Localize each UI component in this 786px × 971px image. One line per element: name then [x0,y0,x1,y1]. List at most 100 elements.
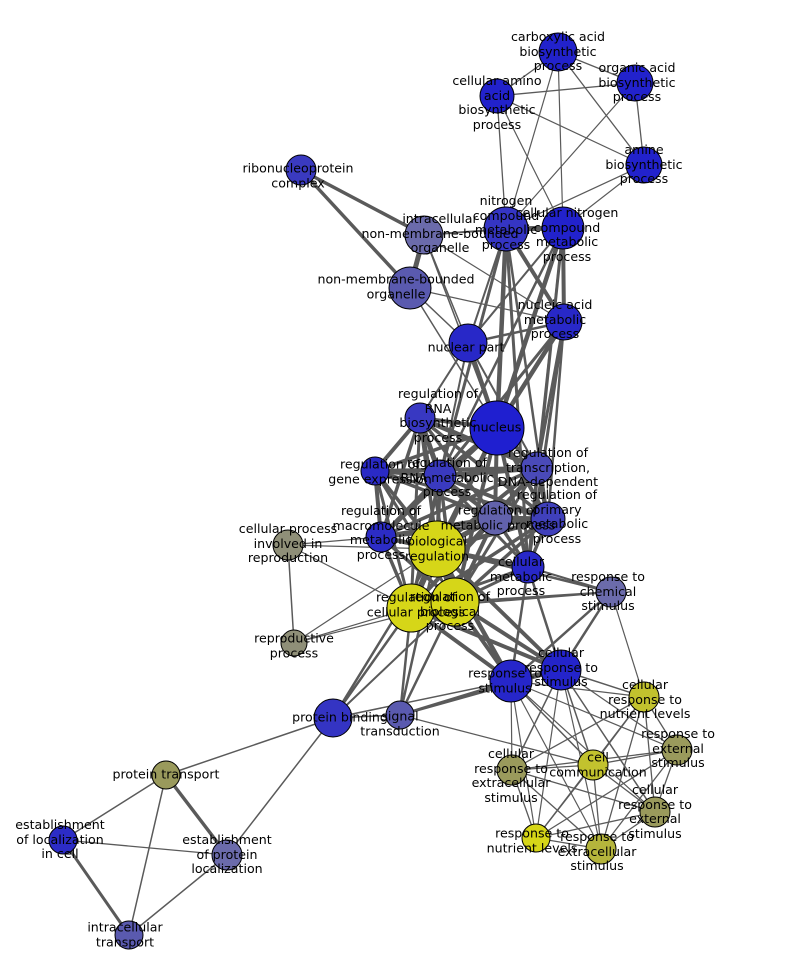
graph-edge [535,811,656,839]
graph-edge [293,548,438,644]
graph-node[interactable] [211,839,243,871]
graph-node[interactable] [577,749,609,781]
graph-node-label: establishment of localization in cell [15,817,105,862]
graph-node[interactable] [545,303,583,341]
graph-edge [61,838,131,937]
graph-node-label: intracellular non-membrane-bounded organ… [361,211,519,256]
graph-edge [332,680,512,719]
graph-edge [496,95,645,166]
graph-edge [165,717,334,776]
graph-node[interactable] [430,577,480,627]
graph-edge [505,82,636,230]
graph-edge [299,168,426,237]
graph-node[interactable] [151,760,181,790]
graph-edge [128,774,167,936]
nodes-group [48,32,693,950]
graph-edge [164,773,229,857]
graph-node-label: cellular metabolic process [489,554,553,599]
graph-node[interactable] [521,823,551,853]
graph-node-label: regulation of RNA biosynthetic process [397,385,479,445]
graph-edge [287,544,295,644]
graph-edge [511,769,656,813]
graph-edge [494,225,566,431]
graph-node[interactable] [360,456,390,486]
graph-node-label: cell communication [549,749,647,779]
graph-node-label: regulation of cellular process [366,589,466,619]
graph-edge [510,680,645,698]
graph-node[interactable] [489,659,533,703]
graph-node-label: nuclear part [427,339,505,355]
graph-node[interactable] [313,698,353,738]
graph-node-label: cellular nitrogen compound metabolic pro… [515,204,619,264]
graph-node-label: nitrogen compound metabolic process [472,192,540,252]
graph-edge [509,590,613,683]
graph-node-label: regulation of metabolic process [440,502,556,532]
graph-node[interactable] [280,629,308,657]
graph-node[interactable] [483,206,529,252]
graph-edge [287,536,382,546]
graph-edge [560,669,678,751]
graph-node[interactable] [530,501,566,537]
graph-node[interactable] [595,576,627,608]
graph-node[interactable] [448,323,488,363]
graph-node-label: intracellular transport [87,919,163,949]
graph-edge [467,227,564,344]
graph-node[interactable] [388,266,432,310]
graph-node-label: response to nutrient levels [486,825,578,855]
graph-node-label: regulation of biological process [409,589,491,634]
graph-node-label: response to chemical stimulus [571,569,645,614]
graph-edge [510,680,537,839]
graph-edge [379,466,539,539]
graph-edge [379,517,550,539]
graph-node[interactable] [661,734,693,766]
graph-node[interactable] [272,529,304,561]
graph-node-label: protein transport [112,766,220,782]
graph-node-label: regulation of primary metabolic process [516,486,598,546]
graph-node[interactable] [496,754,528,786]
graph-edge [454,591,612,603]
graph-node[interactable] [639,796,671,828]
graph-node[interactable] [540,649,582,691]
graph-node[interactable] [423,459,457,493]
graph-node[interactable] [628,681,660,713]
graph-node[interactable] [469,400,525,456]
graph-node[interactable] [114,920,144,950]
graph-node[interactable] [385,700,415,730]
graph-node-label: regulation of macromolecule metabolic pr… [332,502,430,562]
graph-node-label: non-membrane-bounded organelle [317,271,475,301]
graph-node-label: cellular response to stimulus [524,645,598,690]
graph-edge [373,469,550,521]
graph-node-label: response to external stimulus [641,726,715,771]
graph-node[interactable] [477,500,513,536]
graph-node[interactable] [511,550,545,584]
graph-node[interactable] [616,64,654,102]
graph-node-label: cellular amino acid biosynthetic process [452,72,542,132]
graph-edge [128,854,228,936]
graph-edge [62,839,228,856]
graph-node[interactable] [408,520,466,578]
graph-node[interactable] [520,451,554,485]
graph-node[interactable] [625,146,663,184]
graph-edge [409,287,565,323]
graph-node[interactable] [285,154,317,186]
graph-node[interactable] [538,32,578,72]
graph-node[interactable] [365,521,397,553]
graph-node-label: reproductive process [254,630,334,660]
graph-edge [510,680,656,813]
graph-node[interactable] [48,825,78,855]
graph-node[interactable] [404,215,444,255]
graph-node-label: response to stimulus [468,665,542,695]
graph-edge [511,769,602,850]
graph-node[interactable] [585,833,617,865]
graph-node-label: organic acid biosynthetic process [598,60,676,105]
graph-node[interactable] [541,206,585,250]
graph-node-label: cellular response to external stimulus [618,781,692,841]
graph-edge [505,164,645,230]
graph-edge [438,474,550,521]
graph-node-label: carboxylic acid biosynthetic process [510,29,606,74]
graph-node[interactable] [479,78,515,114]
graph-node-label: signal transduction [360,708,440,738]
graph-node-label: nucleic acid metabolic process [517,297,593,342]
graph-node[interactable] [404,402,436,434]
